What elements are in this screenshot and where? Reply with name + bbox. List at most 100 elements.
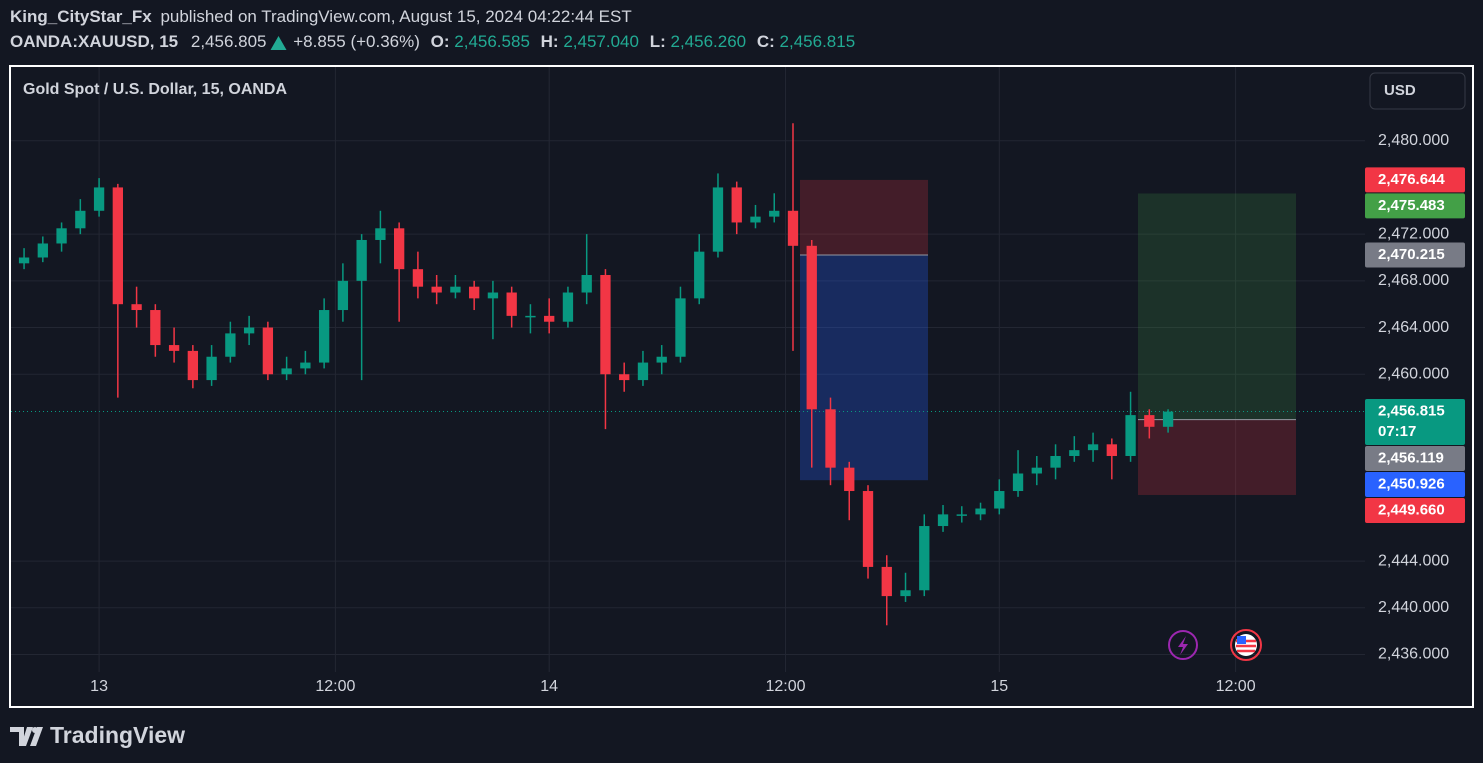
candle-body	[412, 269, 424, 287]
candle-body	[206, 356, 217, 381]
price-label: 2,456.119	[1378, 449, 1444, 466]
low-value: 2,456.260	[670, 32, 746, 51]
candle-body	[337, 280, 349, 311]
grid	[11, 67, 1365, 672]
candle-body	[318, 310, 330, 363]
candle-body	[844, 467, 855, 492]
lightning-icon	[1178, 636, 1188, 655]
candle-body	[1106, 444, 1117, 456]
short-stop-zone	[800, 179, 928, 255]
candle-body	[675, 298, 686, 357]
candle-body	[806, 245, 817, 410]
candle-body	[300, 362, 311, 369]
candle-body	[1031, 467, 1042, 474]
price-label: 2,476.644	[1378, 171, 1445, 188]
candle-body	[637, 362, 649, 381]
y-tick-label: 2,480.000	[1378, 132, 1449, 149]
candle-body	[356, 239, 367, 281]
chart-title: Gold Spot / U.S. Dollar, 15, OANDA	[23, 81, 287, 98]
currency-button[interactable]	[1369, 72, 1466, 110]
price-label-box	[1365, 445, 1465, 471]
candles	[18, 123, 1174, 626]
economic-event-icon[interactable]	[1230, 629, 1262, 661]
x-tick-label: 13	[90, 678, 108, 695]
candle-body	[506, 292, 517, 316]
event-icon[interactable]	[1168, 630, 1198, 660]
candle-body	[1069, 450, 1080, 456]
x-tick-label: 15	[990, 678, 1008, 695]
candle-body	[694, 251, 705, 299]
open-value: 2,456.585	[454, 32, 530, 51]
candle-body	[937, 514, 949, 527]
price-label-box	[1365, 497, 1465, 523]
candle-body	[431, 286, 442, 293]
y-tick-label: 2,464.000	[1378, 319, 1449, 336]
x-tick-label: 12:00	[765, 678, 805, 695]
candle-body	[450, 286, 461, 293]
candle-body	[712, 187, 724, 252]
up-arrow-icon	[270, 36, 287, 50]
chart: 2,480.000 2,472.000 2,468.000 2,464.000 2,46…	[9, 65, 1474, 708]
long-target-zone	[1138, 193, 1296, 420]
candle-body	[112, 187, 123, 305]
open-label: O:	[431, 32, 450, 51]
candle-body	[900, 590, 911, 597]
last-price: 2,456.805	[191, 32, 267, 51]
long-stop-zone	[1138, 419, 1296, 495]
y-tick-label: 2,444.000	[1378, 552, 1449, 569]
candle-body	[562, 292, 574, 322]
candle-body	[862, 491, 874, 567]
candle-body	[825, 409, 836, 468]
candle-body	[1125, 415, 1136, 456]
price-label: 2,470.215	[1378, 246, 1445, 263]
price-label-box	[1365, 193, 1465, 219]
candle-body	[187, 350, 199, 381]
close-value: 2,456.815	[780, 32, 856, 51]
footer-logo: TradingView	[10, 722, 185, 748]
logo-mark	[10, 727, 33, 746]
candle-body	[656, 356, 667, 363]
price-label: 2,456.815	[1378, 402, 1445, 419]
price-label: 2,449.660	[1378, 501, 1445, 518]
candle-body	[37, 243, 48, 258]
short-target-zone	[800, 254, 928, 481]
low-label: L:	[650, 32, 666, 51]
axes: 2,480.000 2,472.000 2,468.000 2,464.000 2,46…	[90, 132, 1465, 695]
candle-body	[225, 333, 236, 357]
author: King_CityStar_Fx	[10, 7, 152, 26]
symbol: OANDA:XAUUSD, 15	[10, 32, 178, 51]
logo-mark-2	[30, 727, 43, 746]
price-label-box	[1365, 471, 1465, 497]
candle-body	[600, 275, 611, 375]
y-tick-label: 2,472.000	[1378, 225, 1449, 242]
price-label: 2,450.926	[1378, 475, 1445, 492]
candle-body	[18, 257, 30, 264]
quote-line: OANDA:XAUUSD, 15 2,456.805 +8.855 (+0.36…	[10, 32, 855, 51]
published: published on TradingView.com, August 15,…	[160, 7, 631, 26]
y-tick-label: 2,460.000	[1378, 365, 1449, 382]
candle-body	[56, 228, 67, 244]
candle-body	[150, 310, 161, 346]
candle-body	[93, 187, 105, 211]
candle-body	[1012, 473, 1024, 492]
candle-body	[731, 187, 742, 223]
candle-body	[469, 286, 480, 299]
candle-body	[487, 292, 499, 299]
candle-body	[525, 315, 536, 318]
price-label: 2,475.483	[1378, 197, 1445, 214]
y-tick-label: 2,440.000	[1378, 599, 1449, 616]
candle-body	[750, 216, 761, 223]
candle-body	[1162, 411, 1174, 427]
close-label: C:	[757, 32, 775, 51]
high-value: 2,457.040	[563, 32, 639, 51]
brand: TradingView	[50, 722, 185, 748]
candle-body	[131, 304, 142, 311]
change: +8.855 (+0.36%)	[293, 32, 420, 51]
x-tick-label: 12:00	[1216, 678, 1256, 695]
countdown: 07:17	[1378, 423, 1416, 440]
candle-body	[769, 210, 780, 217]
currency-label[interactable]: USD	[1384, 82, 1416, 99]
flag-canton	[1237, 636, 1246, 644]
drawings	[11, 179, 1365, 495]
